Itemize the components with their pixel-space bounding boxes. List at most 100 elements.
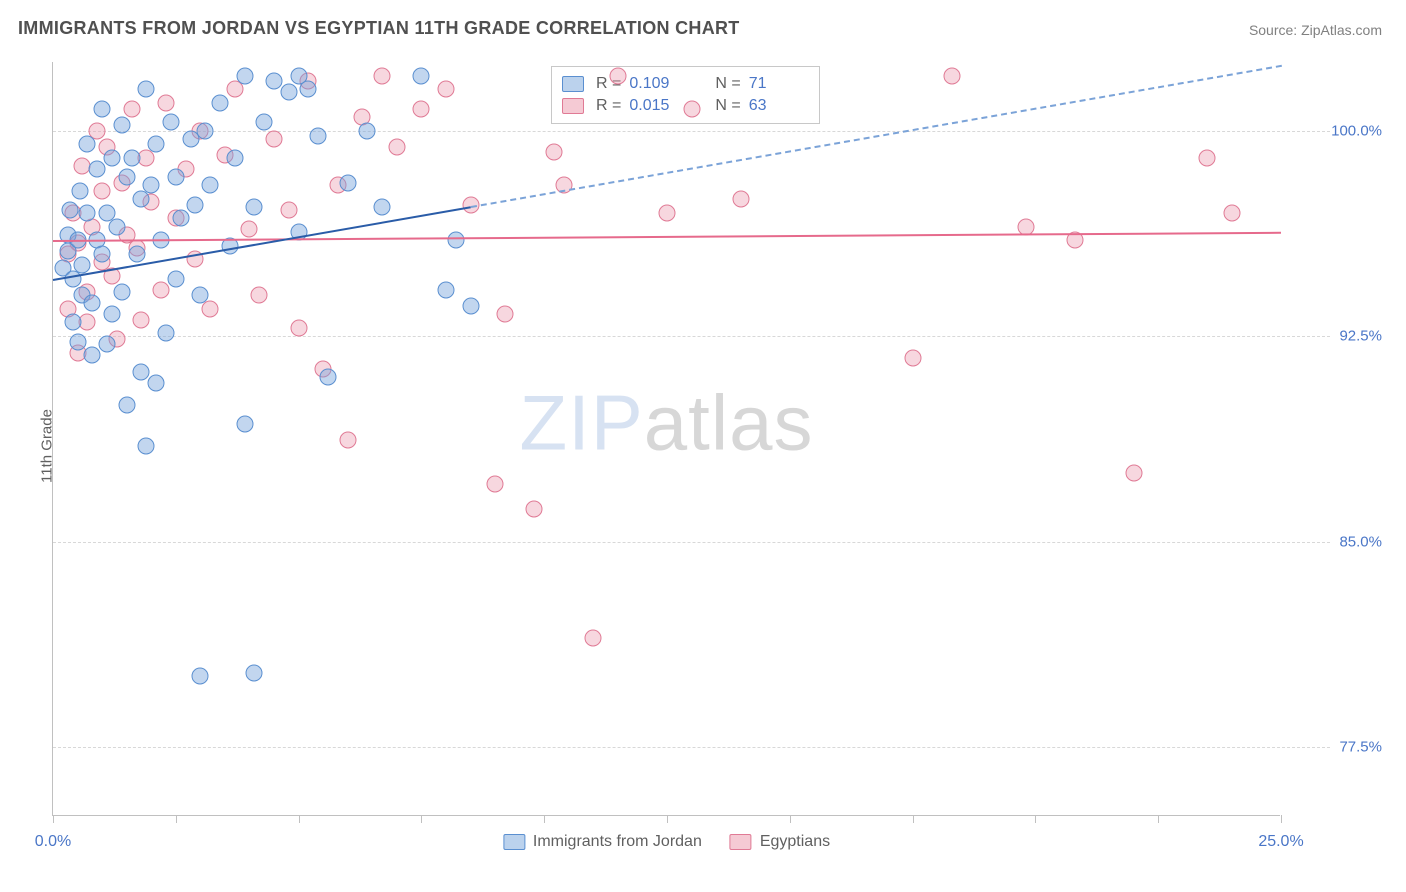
data-point xyxy=(609,67,626,84)
data-point xyxy=(94,100,111,117)
data-point xyxy=(339,174,356,191)
data-point xyxy=(300,81,317,98)
data-point xyxy=(374,199,391,216)
data-point xyxy=(339,432,356,449)
data-point xyxy=(359,122,376,139)
x-tick-mark xyxy=(299,815,300,823)
data-point xyxy=(143,177,160,194)
data-point xyxy=(202,177,219,194)
data-point xyxy=(72,182,89,199)
data-point xyxy=(192,287,209,304)
data-point xyxy=(153,281,170,298)
gridline-h xyxy=(53,336,1330,337)
y-tick-label: 100.0% xyxy=(1292,122,1382,139)
data-point xyxy=(1125,465,1142,482)
data-point xyxy=(212,95,229,112)
x-tick-mark xyxy=(913,815,914,823)
x-tick-mark xyxy=(1158,815,1159,823)
watermark-light: atlas xyxy=(644,379,814,467)
data-point xyxy=(280,202,297,219)
data-point xyxy=(437,81,454,98)
n-value-b: 63 xyxy=(749,97,805,115)
x-tick-mark xyxy=(667,815,668,823)
data-point xyxy=(138,437,155,454)
data-point xyxy=(447,232,464,249)
data-point xyxy=(1017,218,1034,235)
r-value-a: 0.109 xyxy=(629,75,685,93)
data-point xyxy=(904,350,921,367)
swatch-series-b-icon xyxy=(730,834,752,850)
data-point xyxy=(94,245,111,262)
data-point xyxy=(659,204,676,221)
data-point xyxy=(246,199,263,216)
data-point xyxy=(236,415,253,432)
data-point xyxy=(167,169,184,186)
source-attribution: Source: ZipAtlas.com xyxy=(1249,22,1382,38)
data-point xyxy=(236,67,253,84)
swatch-series-b-icon xyxy=(562,98,584,114)
data-point xyxy=(1199,149,1216,166)
chart-title: IMMIGRANTS FROM JORDAN VS EGYPTIAN 11TH … xyxy=(18,18,740,39)
data-point xyxy=(167,270,184,287)
data-point xyxy=(732,191,749,208)
data-point xyxy=(113,284,130,301)
x-tick-mark xyxy=(176,815,177,823)
data-point xyxy=(79,136,96,153)
data-point xyxy=(118,396,135,413)
r-label: R = xyxy=(596,97,621,115)
gridline-h xyxy=(53,131,1330,132)
data-point xyxy=(437,281,454,298)
x-tick-mark xyxy=(1035,815,1036,823)
data-point xyxy=(133,311,150,328)
x-tick-mark xyxy=(1281,815,1282,823)
data-point xyxy=(585,629,602,646)
data-point xyxy=(138,81,155,98)
data-point xyxy=(1223,204,1240,221)
data-point xyxy=(74,256,91,273)
stats-row-series-a: R = 0.109 N = 71 xyxy=(562,73,805,95)
data-point xyxy=(241,221,258,238)
legend-label-a: Immigrants from Jordan xyxy=(533,833,702,851)
data-point xyxy=(99,336,116,353)
data-point xyxy=(526,500,543,517)
data-point xyxy=(148,136,165,153)
data-point xyxy=(388,138,405,155)
r-value-b: 0.015 xyxy=(629,97,685,115)
x-tick-mark xyxy=(790,815,791,823)
data-point xyxy=(683,100,700,117)
data-point xyxy=(202,300,219,317)
watermark-bold: ZIP xyxy=(519,379,643,467)
data-point xyxy=(84,347,101,364)
data-point xyxy=(226,149,243,166)
data-point xyxy=(172,210,189,227)
data-point xyxy=(187,196,204,213)
x-tick-label: 25.0% xyxy=(1258,833,1303,851)
gridline-h xyxy=(53,747,1330,748)
data-point xyxy=(413,67,430,84)
data-point xyxy=(374,67,391,84)
x-tick-mark xyxy=(544,815,545,823)
y-tick-label: 85.0% xyxy=(1292,533,1382,550)
data-point xyxy=(290,319,307,336)
trendline-series-b xyxy=(53,232,1281,242)
data-point xyxy=(108,218,125,235)
data-point xyxy=(266,130,283,147)
source-label: Source: xyxy=(1249,22,1301,38)
x-tick-mark xyxy=(53,815,54,823)
data-point xyxy=(123,100,140,117)
n-value-a: 71 xyxy=(749,75,805,93)
data-point xyxy=(246,665,263,682)
series-legend: Immigrants from Jordan Egyptians xyxy=(503,833,830,851)
data-point xyxy=(192,668,209,685)
data-point xyxy=(113,117,130,134)
data-point xyxy=(943,67,960,84)
legend-label-b: Egyptians xyxy=(760,833,830,851)
data-point xyxy=(79,204,96,221)
x-tick-mark xyxy=(421,815,422,823)
data-point xyxy=(310,128,327,145)
n-label: N = xyxy=(715,97,740,115)
x-tick-label: 0.0% xyxy=(35,833,71,851)
data-point xyxy=(128,245,145,262)
data-point xyxy=(62,202,79,219)
data-point xyxy=(162,114,179,131)
